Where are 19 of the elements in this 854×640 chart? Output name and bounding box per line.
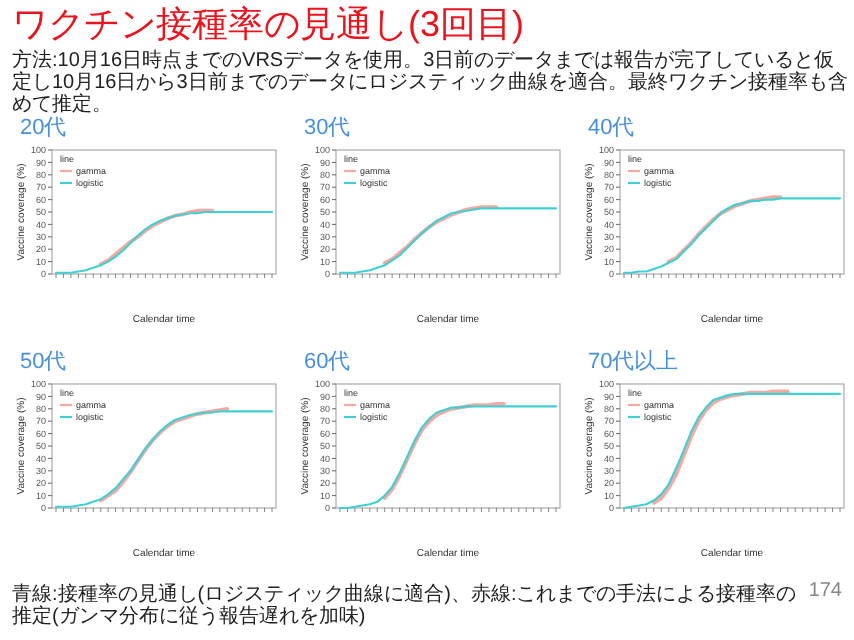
line-series <box>338 207 558 274</box>
text: 方法:10月16日時点までのVRSデータを使用。3日前のデータまでは報告が完了していると仮定し10月16日から3日前までのデータにロジスティック曲線を適合。最終ワクチン接種率も含めて推定。 <box>12 50 848 116</box>
chart-title: 20代 <box>20 116 67 140</box>
text: 青線:接種率の見通し(ロジスティック曲線に適合)、赤線:これまでの手法による接種率の推定(ガンマ分布に従う報告遅れを加味) <box>12 584 799 628</box>
text: ワクチン接種率の見通し(3回目) <box>12 4 526 46</box>
line-series <box>666 195 783 264</box>
line-series <box>54 410 274 508</box>
chart-title: 30代 <box>304 116 351 140</box>
chart-title: 50代 <box>20 350 67 374</box>
line-series <box>382 205 499 265</box>
line-series <box>98 208 215 266</box>
line-series <box>622 392 842 510</box>
text: 174 <box>808 580 842 602</box>
line-series <box>54 210 274 274</box>
chart-title: 40代 <box>588 116 635 140</box>
line-series <box>622 197 842 274</box>
chart-title: 60代 <box>304 350 351 374</box>
chart-title: 70代以上 <box>588 348 679 374</box>
line-series <box>338 405 558 510</box>
